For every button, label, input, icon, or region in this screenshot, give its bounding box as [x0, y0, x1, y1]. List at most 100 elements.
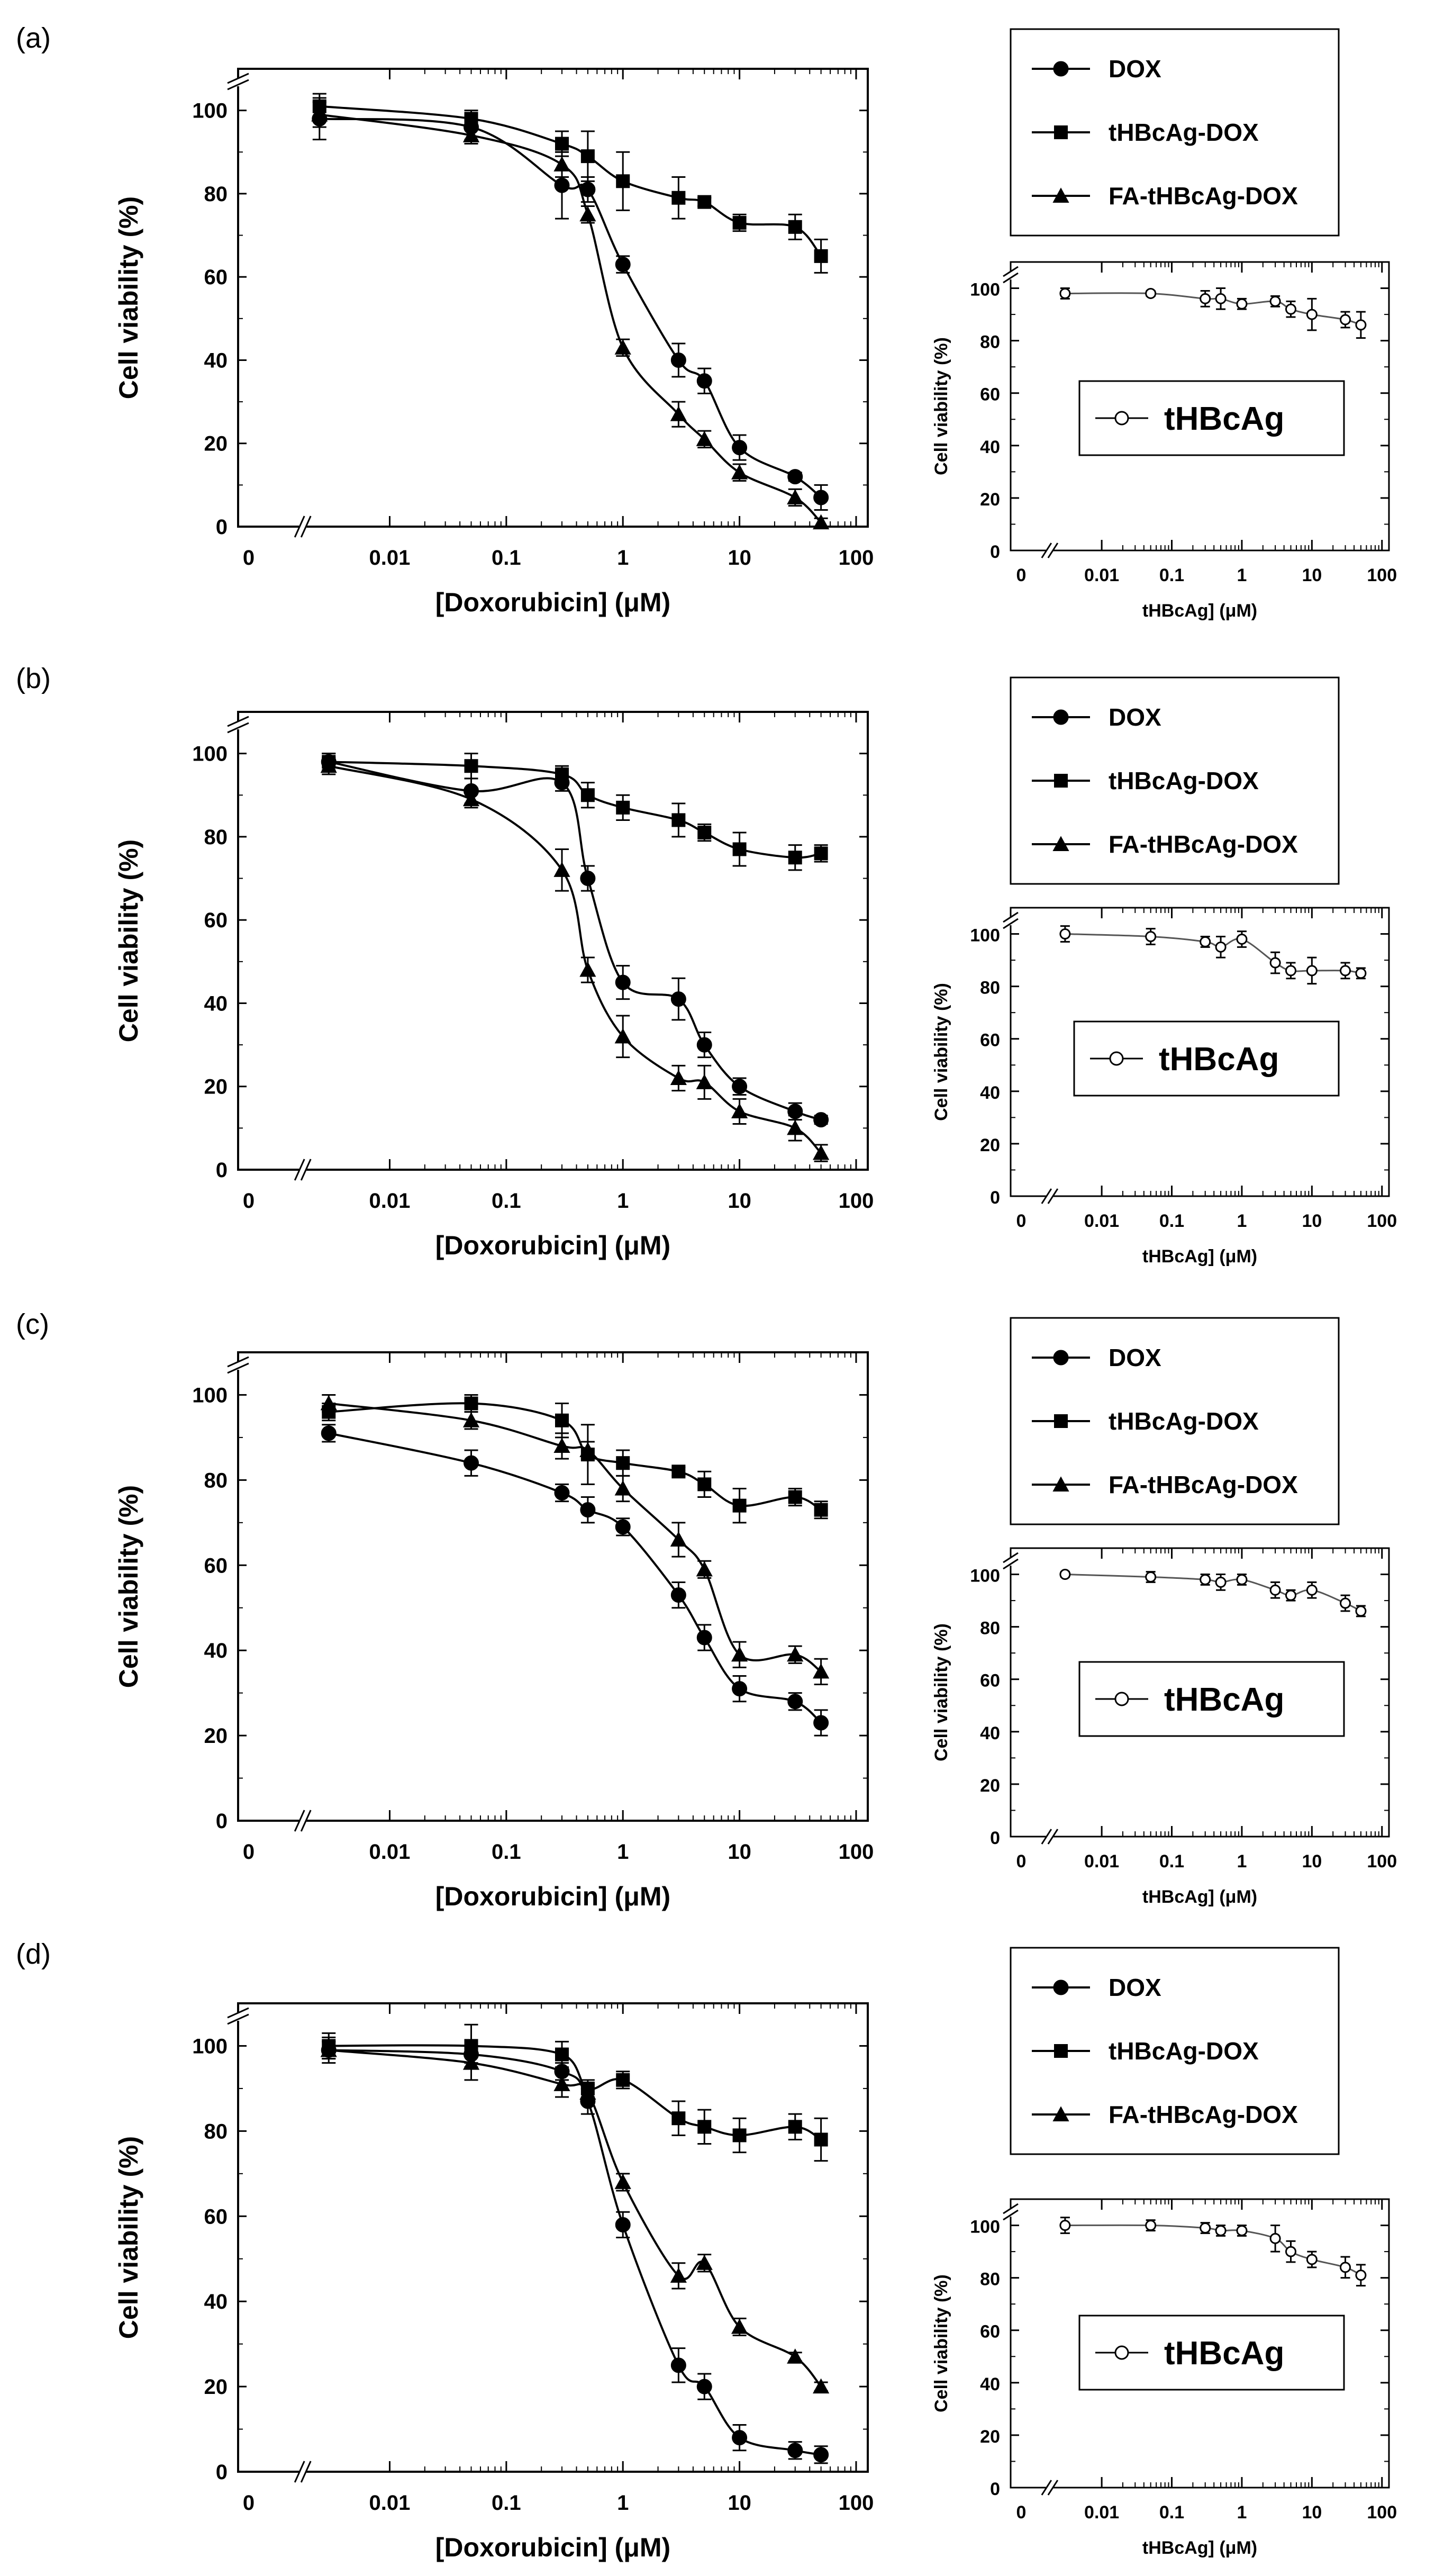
plot-frame: [237, 711, 869, 1171]
data-point: [553, 1438, 570, 1453]
data-point: [462, 127, 480, 142]
data-point: [813, 1663, 830, 1679]
axis-break-mark: [294, 1810, 312, 1832]
legend-marker: [1053, 61, 1069, 77]
y-axis-title: Cell viability (%): [114, 839, 143, 1042]
x-tick-label: 100: [1367, 1851, 1397, 1872]
data-point: [813, 1715, 829, 1731]
data-point: [696, 431, 713, 446]
axis-break-mark: [227, 73, 249, 91]
series-FA-tHBcAg-DOX: [320, 757, 830, 1162]
data-point: [616, 2073, 630, 2087]
data-point: [1059, 1569, 1071, 1580]
y-tick-label: 40: [980, 1083, 1000, 1103]
data-point: [697, 826, 712, 840]
x-tick-label: 0.1: [1159, 2502, 1184, 2523]
data-point: [670, 991, 686, 1007]
x-tick-label: 0: [1016, 1211, 1027, 1231]
data-point: [813, 2378, 830, 2394]
y-axis-title: Cell viability (%): [114, 196, 143, 399]
x-tick-label: 0.01: [369, 2491, 411, 2515]
data-point: [670, 406, 687, 421]
x-tick-label: 0: [243, 1840, 255, 1864]
data-point: [580, 149, 595, 164]
series-DOX: [321, 1424, 829, 1737]
plot-frame: [1010, 907, 1390, 1197]
x-tick-label: 0.1: [1159, 1851, 1184, 1872]
y-tick-label: 20: [204, 432, 228, 456]
data-point: [320, 2041, 337, 2057]
fit-curve: [1065, 292, 1361, 326]
inset-plot: 0 20 40 60 80 100 0 0.01 0.1 1 10 100 tHBcAg] (μM) Ce…: [931, 2198, 1397, 2558]
legend-entry: FA-tHBcAg-DOX: [1032, 1471, 1298, 1498]
data-point: [554, 177, 570, 193]
data-point: [555, 2047, 569, 2062]
main-plot: 0 20 40 60 80 100 0 0.01 0.1 1 10 100 [Doxorubicin] …: [114, 68, 874, 617]
x-tick-label: 0: [1016, 565, 1027, 585]
y-tick-label: 100: [970, 2217, 1000, 2237]
inset-legend: tHBcAg: [1073, 1020, 1340, 1097]
axis-break-mark: [1003, 911, 1019, 929]
legend-label: DOX: [1109, 1974, 1161, 2001]
data-point: [554, 1485, 570, 1501]
data-point: [814, 846, 828, 861]
data-point: [671, 813, 686, 827]
x-tick-label: 100: [839, 2491, 874, 2515]
data-point: [671, 1465, 686, 1479]
data-point: [696, 1074, 713, 1089]
data-point: [1340, 965, 1351, 977]
legend-label: DOX: [1109, 55, 1161, 83]
legend-label: tHBcAg-DOX: [1109, 1407, 1259, 1435]
series-tHBcAg-DOX: [312, 93, 828, 274]
y-tick-label: 0: [216, 1159, 228, 1182]
data-point: [1306, 2254, 1318, 2265]
data-point: [464, 112, 478, 126]
data-point: [1340, 314, 1351, 326]
legend-label: FA-tHBcAg-DOX: [1109, 2101, 1298, 2128]
y-tick-label: 40: [204, 992, 228, 1015]
y-axis-title: Cell viability (%): [931, 337, 951, 475]
y-tick-label: 100: [970, 926, 1000, 946]
y-tick-label: 60: [204, 2205, 228, 2228]
data-point: [696, 1561, 713, 1577]
x-tick-label: 0.01: [1084, 1851, 1119, 1872]
data-point: [614, 2174, 631, 2189]
series-DOX: [321, 753, 829, 1128]
data-point: [615, 1519, 631, 1535]
x-tick-label: 10: [1302, 2502, 1322, 2523]
y-axis-title: Cell viability (%): [931, 983, 951, 1121]
legend: DOX tHBcAg-DOX FA-tHBcAg-DOX: [1010, 676, 1340, 885]
y-tick-label: 100: [192, 100, 228, 123]
legend-label: tHBcAg-DOX: [1109, 767, 1259, 794]
data-point: [731, 464, 748, 480]
x-tick-label: 10: [1302, 1851, 1322, 1872]
y-axis-title: Cell viability (%): [114, 2136, 143, 2339]
data-point: [580, 788, 595, 802]
y-tick-label: 60: [980, 1031, 1000, 1051]
y-tick-label: 100: [970, 1566, 1000, 1586]
data-point: [787, 1646, 804, 1662]
y-tick-label: 80: [980, 978, 1000, 998]
main-plot: 0 20 40 60 80 100 0 0.01 0.1 1 10 100 [Doxorubicin] …: [114, 711, 874, 1260]
x-tick-label: 0.01: [369, 1189, 411, 1213]
legend-label: DOX: [1109, 703, 1161, 731]
legend-marker: [1052, 187, 1069, 203]
x-tick-label: 1: [617, 546, 629, 570]
data-point: [553, 2076, 570, 2091]
data-point: [814, 2132, 828, 2147]
x-tick-label: 1: [1237, 2502, 1247, 2523]
legend-label: tHBcAg-DOX: [1109, 119, 1259, 146]
x-tick-label: 100: [839, 1840, 874, 1864]
series-DOX: [321, 2036, 829, 2464]
y-tick-label: 0: [216, 516, 228, 539]
data-point: [1236, 2225, 1248, 2236]
plot-frame: [1010, 261, 1390, 552]
data-point: [580, 871, 596, 887]
x-tick-label: 100: [1367, 1211, 1397, 1231]
legend-marker: [1054, 2044, 1068, 2058]
data-point: [731, 1103, 748, 1118]
legend-marker: [1109, 1051, 1124, 1066]
